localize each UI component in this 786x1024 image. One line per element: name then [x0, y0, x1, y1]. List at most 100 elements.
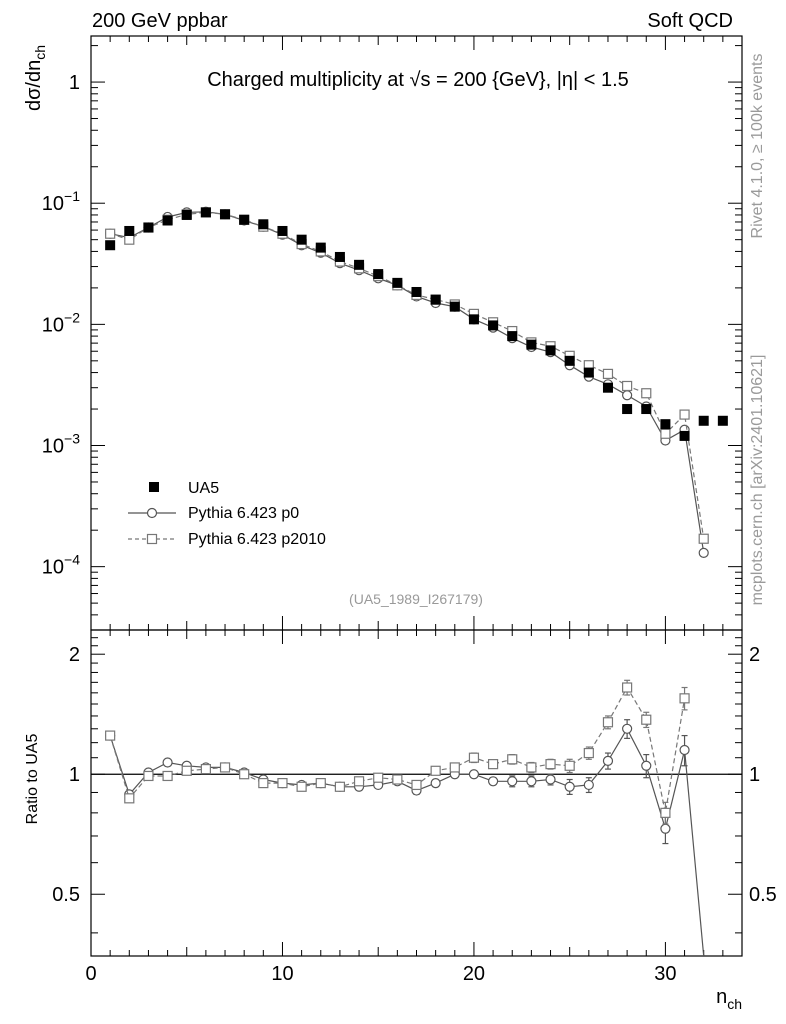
main-panel: 1 10−1 10−2 10−3 10−4 — [42, 35, 743, 631]
main-ua5-point — [334, 251, 345, 262]
ratio-p2010-point — [622, 682, 633, 693]
ratio-p0-point — [564, 781, 575, 792]
ratio-p0-point — [162, 757, 173, 768]
header-left: 200 GeV ppbar — [92, 10, 228, 32]
main-ylabel-sub: ch — [32, 45, 48, 60]
main-p2010-point — [679, 409, 690, 420]
legend: UA5 Pythia 6.423 p0 Pythia 6.423 p2010 — [128, 480, 326, 548]
ratio-p0-point — [468, 769, 480, 780]
legend-p0-label: Pythia 6.423 p0 — [188, 505, 299, 522]
ratio-p2010-point — [162, 770, 173, 782]
ratio-y-tick-label-right: 2 — [749, 644, 760, 666]
x-axis-label-main: n — [716, 986, 727, 1008]
ratio-p2010-point — [641, 714, 652, 725]
ratio-y-tick-label-left: 2 — [69, 644, 80, 666]
ratio-p0-point — [622, 723, 633, 734]
main-ua5-point — [200, 207, 211, 218]
ratio-p0-point — [679, 744, 690, 756]
main-ua5-point — [220, 209, 231, 220]
legend-ua5-label: UA5 — [188, 480, 219, 497]
main-ua5-point — [392, 277, 403, 288]
ratio-p0-point — [487, 776, 499, 787]
ratio-p0-point — [641, 760, 652, 771]
rivet-label: Rivet 4.1.0, ≥ 100k events — [749, 54, 766, 239]
ratio-p2010-point — [258, 778, 269, 789]
ratio-p2010-point — [449, 762, 460, 773]
ratio-p2010-point — [239, 769, 250, 780]
legend-p2010-marker — [146, 533, 158, 545]
main-ua5-point — [507, 331, 518, 342]
ratio-p2010-point — [564, 760, 575, 771]
main-ua5-point — [717, 415, 728, 426]
ratio-p2010-point — [181, 765, 192, 776]
main-ua5-point — [430, 294, 441, 305]
main-p0-point — [698, 547, 709, 558]
ratio-p2010-point — [468, 752, 480, 763]
x-tick-label: 20 — [463, 963, 485, 985]
main-ua5-point — [488, 320, 499, 331]
main-ua5-point — [698, 415, 709, 426]
y-tick-label: 10−2 — [42, 309, 80, 336]
main-ua5-point — [258, 219, 269, 230]
main-ua5-point — [526, 339, 537, 350]
main-ua5-point — [181, 209, 192, 220]
main-ua5-point — [602, 382, 613, 393]
ratio-p0-point — [430, 778, 441, 789]
title-sqrt: √ — [410, 69, 421, 91]
main-ua5-point — [641, 404, 652, 415]
main-ua5-point — [583, 367, 594, 378]
main-p0-point — [622, 390, 633, 401]
ratio-p2010-point — [679, 693, 690, 704]
main-ua5-point — [449, 301, 460, 312]
main-ua5-point — [105, 240, 116, 251]
x-tick-label: 10 — [271, 963, 293, 985]
main-p0-line — [109, 211, 705, 553]
ratio-y-tick-label-right: 1 — [749, 764, 760, 786]
ratio-p2010-point — [334, 781, 346, 792]
main-p2010-point — [660, 428, 671, 439]
main-ua5-point — [564, 355, 575, 366]
main-p2010-point — [698, 533, 709, 544]
main-ua5-point — [660, 419, 671, 430]
main-ua5-point — [468, 314, 479, 325]
ratio-p2010-point — [545, 759, 556, 770]
ratio-y-tick-label-left: 1 — [69, 764, 80, 786]
main-ua5-point — [277, 225, 288, 236]
main-ua5-point — [162, 215, 173, 226]
y-tick-label: 10−4 — [42, 552, 80, 579]
x-tick-label: 0 — [85, 963, 96, 985]
x-axis-label-sub: ch — [727, 996, 742, 1012]
main-ua5-point — [679, 430, 690, 441]
header-right: Soft QCD — [647, 10, 733, 32]
ratio-p0-point — [507, 776, 518, 787]
main-ua5-point — [622, 404, 633, 415]
ratio-p2010-point — [143, 770, 154, 782]
main-ua5-point — [373, 269, 384, 280]
main-p2010-point — [124, 234, 135, 245]
ratio-p2010-point — [373, 772, 384, 783]
main-ylabel: dσ/dnch — [23, 45, 48, 111]
ratio-p2010-point — [660, 807, 671, 818]
title-part-1: Charged multiplicity at — [207, 69, 409, 91]
ratio-p0-point — [602, 755, 614, 766]
main-ua5-point — [315, 242, 326, 253]
ratio-p2010-point — [411, 779, 422, 791]
main-ua5-point — [545, 345, 556, 356]
main-ua5-point — [143, 222, 154, 233]
main-ua5-point — [239, 214, 250, 225]
x-tick-label: 30 — [654, 963, 676, 985]
legend-p2010-label: Pythia 6.423 p2010 — [188, 531, 326, 548]
main-ua5-point — [411, 286, 422, 297]
mcplots-label: mcplots.cern.ch [arXiv:2401.10621] — [749, 355, 766, 606]
ratio-panel: 0 10 20 30 0.5 0.5 1 1 2 2 — [52, 629, 777, 985]
ratio-p0-point — [545, 774, 556, 785]
ratio-p2010-point — [315, 778, 326, 789]
ratio-p2010-point — [392, 774, 403, 785]
ratio-p2010-point — [200, 764, 211, 775]
ratio-p2010-point — [296, 781, 307, 792]
main-p2010-point — [602, 368, 614, 379]
main-p2010-point — [105, 228, 116, 239]
main-ua5-point — [296, 234, 307, 245]
analysis-tag: (UA5_1989_I267179) — [349, 591, 483, 607]
ratio-p2010-point — [583, 747, 594, 759]
